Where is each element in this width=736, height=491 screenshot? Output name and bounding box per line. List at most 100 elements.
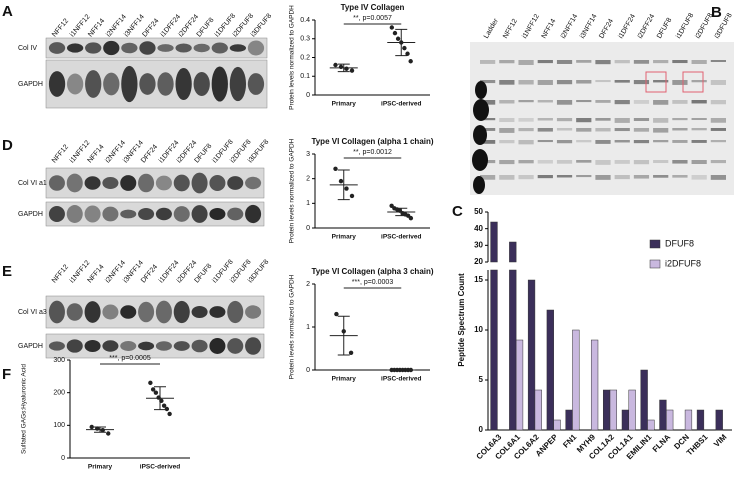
- ladder-band: [473, 125, 487, 145]
- lane-label: NFF12: [51, 18, 70, 39]
- blot-band: [138, 301, 155, 323]
- gel-band: [499, 80, 515, 85]
- lane-label: NFF12: [51, 144, 70, 165]
- panel-label: D: [2, 137, 13, 154]
- blot-band: [120, 175, 137, 191]
- y-tick-label: 0.3: [300, 36, 310, 43]
- gel-band: [672, 60, 688, 64]
- lane-label: NFF14: [541, 18, 558, 40]
- bar: [553, 419, 561, 431]
- gel-band: [556, 60, 573, 64]
- blot-band: [121, 65, 138, 103]
- bar: [490, 221, 498, 263]
- lane-label: DFF24: [141, 18, 160, 39]
- lane-label: Ladder: [483, 17, 500, 40]
- blot-band: [227, 338, 244, 354]
- error-bar: [154, 386, 166, 411]
- blot-band: [209, 174, 226, 192]
- bar: [572, 329, 580, 431]
- blot-band: [48, 206, 65, 222]
- blot-band: [209, 306, 226, 318]
- gel-band: [672, 118, 688, 121]
- gel-band: [576, 60, 592, 63]
- gel-band: [653, 128, 669, 133]
- gel-band: [480, 100, 496, 105]
- lane-label: NFF14: [87, 144, 106, 165]
- gel-band: [480, 175, 496, 180]
- blot-band: [85, 42, 102, 54]
- blot-band: [247, 40, 265, 56]
- blot-band: [191, 172, 208, 194]
- blot-band: [173, 341, 190, 351]
- blot-band: [102, 177, 119, 189]
- gel-band: [653, 118, 669, 123]
- gel-band: [710, 60, 726, 63]
- data-point: [334, 311, 339, 317]
- blot-band: [66, 303, 83, 321]
- significance-label: ***, p=0.0005: [109, 355, 151, 362]
- blot-band: [227, 176, 244, 190]
- gel-band: [633, 128, 650, 132]
- row-label: GAPDH: [18, 343, 43, 350]
- bar: [628, 389, 636, 431]
- blot-band: [193, 71, 210, 97]
- row-label: Col VI a3: [18, 309, 47, 316]
- blot-band: [84, 301, 101, 323]
- gel-band: [633, 100, 650, 104]
- lane-label: i2DFUF8: [694, 12, 714, 40]
- ladder-band: [475, 81, 487, 99]
- gel-band: [499, 128, 515, 133]
- x-tick-label: Primary: [332, 101, 357, 108]
- gel-band: [691, 160, 707, 165]
- gel-band: [710, 160, 726, 164]
- gel-band: [499, 118, 515, 123]
- error-bar: [395, 207, 408, 217]
- y-tick-label: 5: [479, 375, 484, 384]
- gel-band: [537, 140, 553, 143]
- data-point: [402, 45, 407, 51]
- bar: [659, 399, 667, 431]
- blot-band: [102, 340, 119, 352]
- data-point: [338, 178, 344, 184]
- y-tick-label: 0.4: [300, 17, 310, 24]
- gel-band: [537, 118, 553, 121]
- y-tick-label: 1: [306, 200, 310, 207]
- data-point: [349, 193, 355, 199]
- bar: [590, 339, 599, 431]
- chart-title: Type IV Collagen: [341, 3, 405, 12]
- y-axis-label: Peptide Spectrum Count: [457, 273, 466, 367]
- ladder-band: [472, 149, 488, 171]
- panel-label: A: [2, 3, 13, 20]
- gel-band: [633, 118, 650, 122]
- lane-label: i1DFF24: [618, 13, 638, 40]
- gel-band: [653, 60, 669, 64]
- gel-band: [499, 60, 515, 64]
- data-point: [344, 186, 349, 191]
- data-point: [150, 387, 156, 392]
- lane-label: i1NFF12: [521, 13, 541, 40]
- highlight-box: [645, 71, 667, 93]
- y-tick-label: 0: [306, 92, 310, 99]
- gel-band: [576, 160, 592, 163]
- x-tick-label: Primary: [88, 464, 113, 471]
- data-point: [349, 68, 355, 73]
- blot-band: [175, 43, 192, 53]
- highlight-box: [682, 71, 704, 93]
- y-tick-label: 0: [306, 367, 310, 374]
- data-point: [338, 64, 344, 70]
- y-tick-label: 40: [474, 224, 483, 233]
- blot-band: [191, 339, 208, 353]
- lane-label: NFF14: [87, 264, 106, 285]
- blot-band: [229, 66, 247, 102]
- gel-band: [633, 175, 650, 179]
- gel-band: [576, 140, 592, 143]
- row-label: Col VI a1: [18, 180, 47, 187]
- blot-band: [173, 300, 190, 324]
- gel-band: [499, 100, 515, 104]
- gel-band: [633, 140, 650, 144]
- gel-band: [614, 60, 630, 64]
- blot-strip: [45, 37, 268, 59]
- y-tick-label: 0: [479, 425, 484, 434]
- data-point: [389, 25, 395, 30]
